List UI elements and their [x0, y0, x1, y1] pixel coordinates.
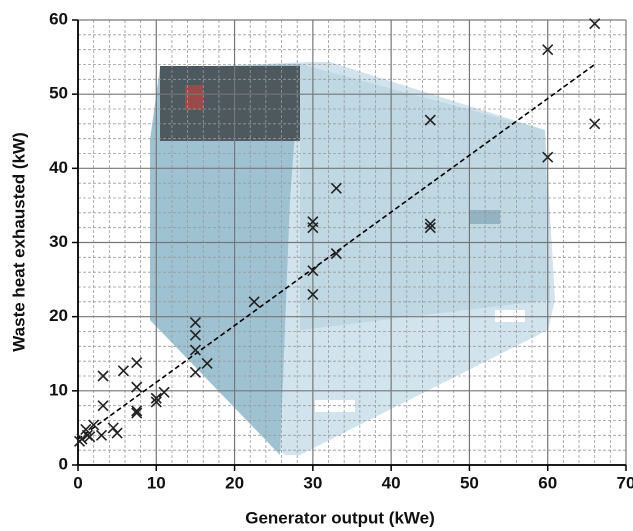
x-tick-label: 10	[147, 473, 166, 492]
x-tick-label: 60	[538, 473, 557, 492]
y-tick-label: 60	[49, 9, 68, 28]
chart: Generator output (kWe) Waste heat exhaus…	[0, 0, 633, 531]
y-tick-label: 30	[49, 232, 68, 251]
x-tick-label: 70	[617, 473, 633, 492]
photo-panel	[160, 66, 300, 141]
photo-handle	[495, 310, 525, 322]
x-tick-label: 50	[460, 473, 479, 492]
data-point	[112, 428, 122, 438]
data-point	[108, 423, 118, 433]
data-point	[132, 358, 142, 368]
x-axis-label: Generator output (kWe)	[245, 508, 435, 527]
background-photo	[150, 62, 555, 455]
y-axis-label: Waste heat exhausted (kW)	[9, 132, 28, 351]
x-tick-label: 40	[382, 473, 401, 492]
page: {"chart_data": { "type": "scatter", "x_l…	[0, 0, 633, 531]
y-tick-label: 10	[49, 380, 68, 399]
photo-front	[300, 64, 550, 330]
y-tick-label: 0	[59, 454, 68, 473]
x-tick-label: 0	[73, 473, 82, 492]
data-point	[118, 366, 128, 376]
x-tick-label: 20	[225, 473, 244, 492]
x-tick-label: 30	[303, 473, 322, 492]
data-point	[159, 387, 169, 397]
y-tick-label: 40	[49, 158, 68, 177]
y-tick-label: 20	[49, 306, 68, 325]
y-tick-label: 50	[49, 84, 68, 103]
data-point	[132, 406, 142, 416]
data-point	[132, 408, 142, 418]
